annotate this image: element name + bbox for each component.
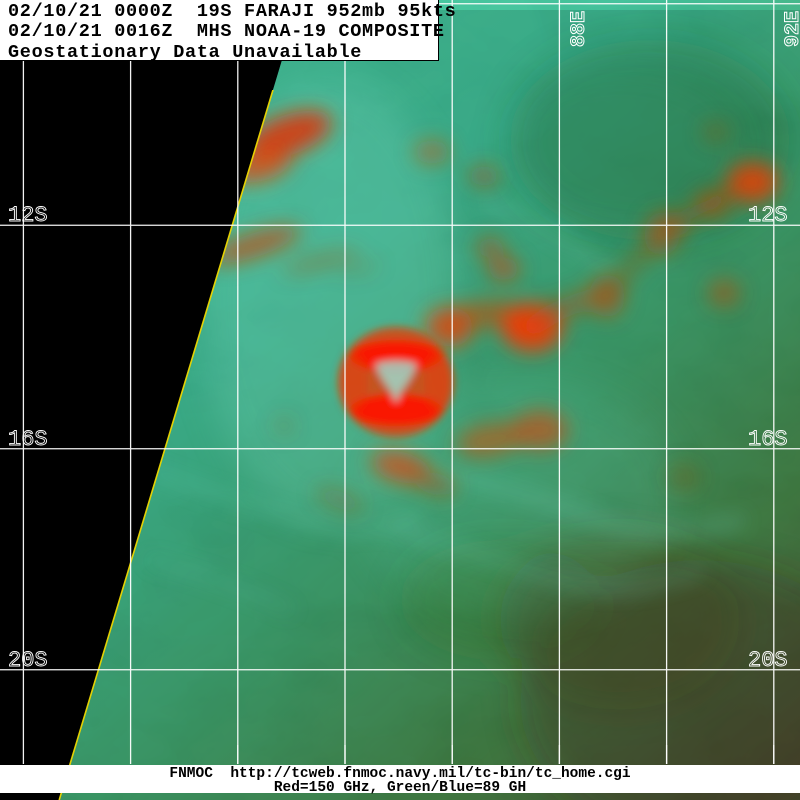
svg-text:12S: 12S bbox=[8, 203, 48, 228]
svg-text:16S: 16S bbox=[8, 427, 48, 452]
svg-text:88E: 88E bbox=[568, 11, 591, 47]
svg-text:16S: 16S bbox=[748, 427, 788, 452]
svg-text:20S: 20S bbox=[748, 648, 788, 673]
svg-text:92E: 92E bbox=[782, 11, 800, 47]
svg-text:20S: 20S bbox=[8, 648, 48, 673]
svg-text:12S: 12S bbox=[748, 203, 788, 228]
